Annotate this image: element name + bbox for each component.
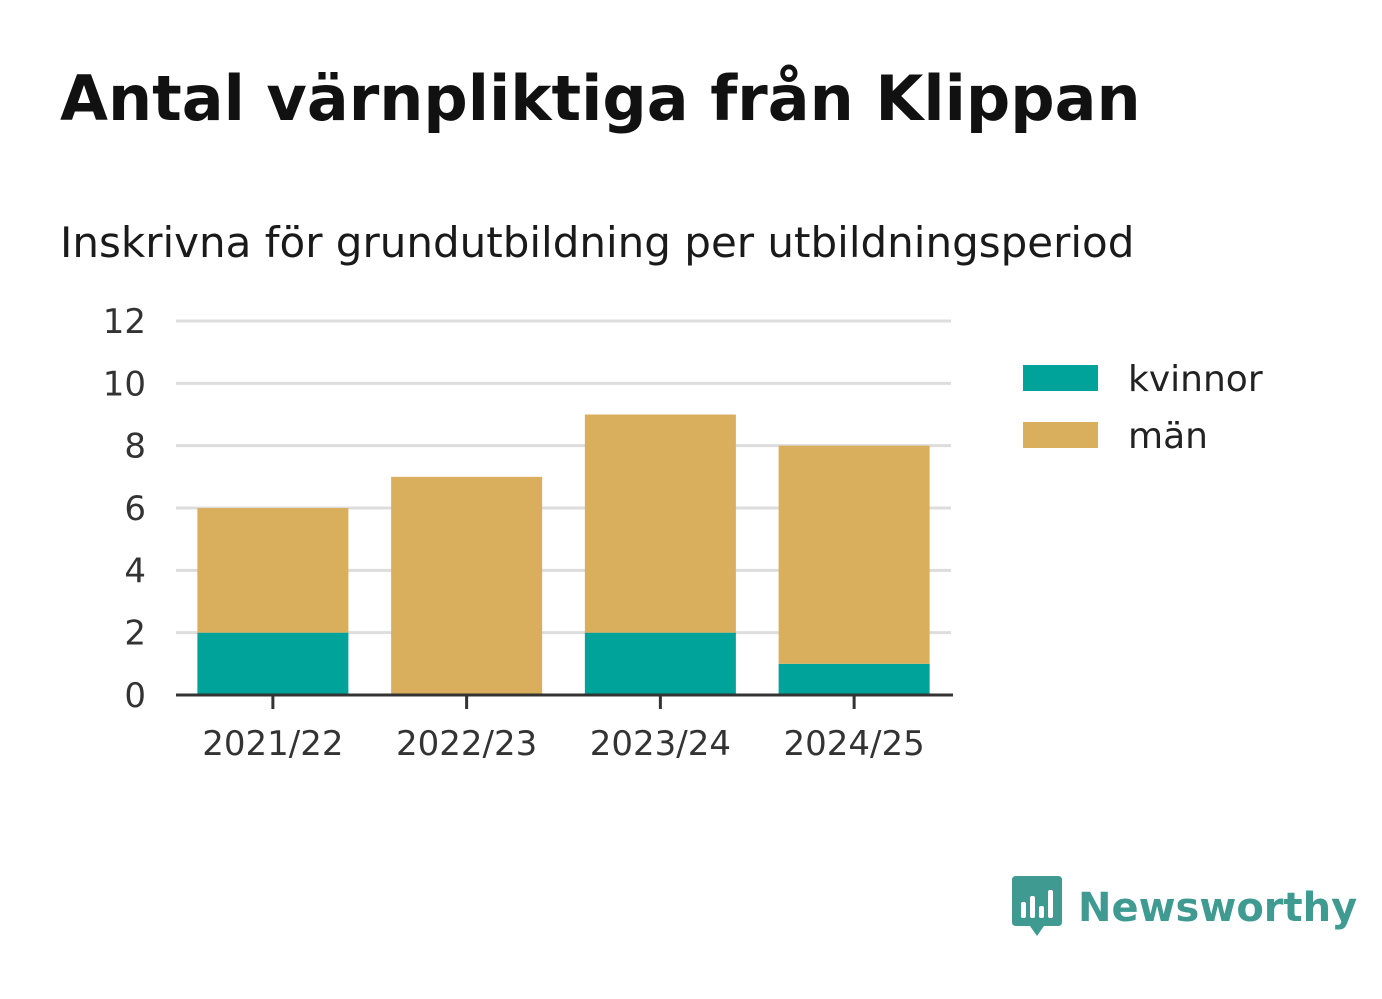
chart-title: Antal värnpliktiga från Klippan (60, 62, 1141, 135)
y-tick-label: 12 (103, 302, 146, 342)
y-tick-label: 10 (103, 364, 146, 404)
y-tick-label: 6 (124, 489, 146, 529)
bars (197, 414, 930, 695)
brand-name: Newsworthy (1078, 885, 1358, 931)
chart-subtitle: Inskrivna för grundutbildning per utbild… (60, 218, 1135, 267)
x-tick-label: 2023/24 (590, 724, 731, 764)
legend: kvinnor män (1023, 359, 1263, 457)
axes: 0 2 4 6 8 10 12 2021/22 2022/23 2023/24 2024/25 (103, 302, 953, 764)
legend-swatch-män (1023, 422, 1098, 448)
bar-män-2021/22 (197, 508, 349, 633)
x-tick-label: 2024/25 (784, 724, 925, 764)
newsworthy-brand: Newsworthy (1012, 876, 1357, 940)
legend-label-män: män (1128, 416, 1208, 457)
bar-kvinnor-2021/22 (197, 632, 349, 695)
bar-män-2024/25 (778, 445, 930, 664)
y-tick-label: 0 (124, 676, 146, 716)
bar-kvinnor-2023/24 (584, 632, 736, 695)
y-tick-label: 2 (124, 614, 146, 654)
x-tick-label: 2022/23 (396, 724, 537, 764)
x-tick-label: 2021/22 (202, 724, 343, 764)
newsworthy-logo-icon (1012, 876, 1062, 936)
y-tick-label: 8 (124, 427, 146, 467)
bar-män-2022/23 (391, 476, 543, 695)
y-tick-label: 4 (124, 551, 146, 591)
legend-swatch-kvinnor (1023, 365, 1098, 391)
bar-kvinnor-2024/25 (778, 663, 930, 695)
bar-män-2023/24 (584, 414, 736, 633)
legend-label-kvinnor: kvinnor (1128, 359, 1263, 400)
